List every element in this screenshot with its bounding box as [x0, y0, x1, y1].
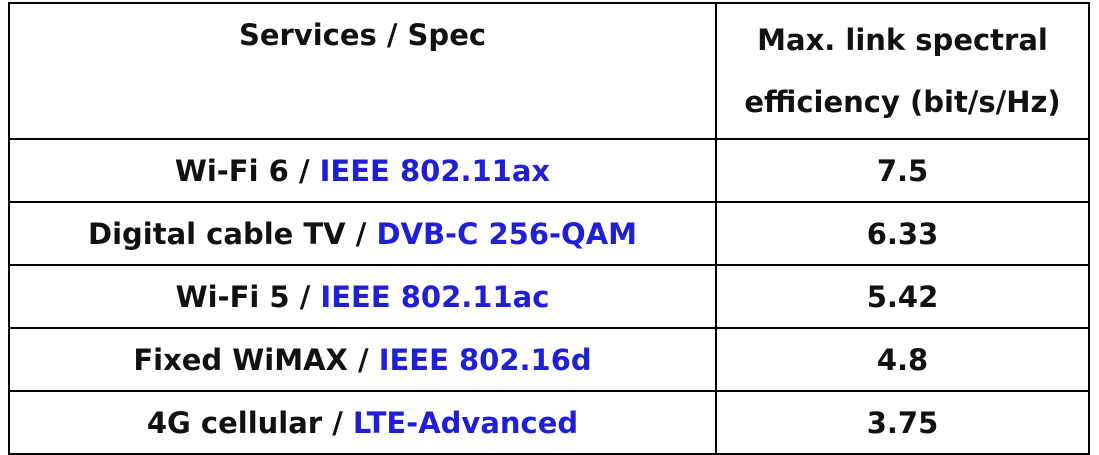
service-name: Wi-Fi 6 — [174, 153, 289, 188]
table-row: Wi-Fi 5 / IEEE 802.11ac 5.42 — [8, 264, 1090, 329]
header-max-efficiency-line1: Max. link spectral — [757, 23, 1048, 57]
header-max-efficiency-line2: efficiency (bit/s/Hz) — [744, 85, 1061, 119]
service-cell: Wi-Fi 6 / IEEE 802.11ax — [8, 138, 717, 203]
separator: / — [288, 153, 320, 188]
efficiency-value: 4.8 — [715, 327, 1090, 392]
table-row: Wi-Fi 6 / IEEE 802.11ax 7.5 — [8, 138, 1090, 203]
efficiency-value: 5.42 — [715, 264, 1090, 329]
table-row: Digital cable TV / DVB-C 256-QAM 6.33 — [8, 201, 1090, 266]
spectral-efficiency-table: Services / Spec Max. link spectral effic… — [8, 2, 1090, 455]
spec-name: IEEE 802.11ax — [319, 153, 551, 188]
efficiency-value: 7.5 — [715, 138, 1090, 203]
separator: / — [345, 216, 377, 251]
spec-name: IEEE 802.11ac — [320, 279, 550, 314]
service-cell: Fixed WiMAX / IEEE 802.16d — [8, 327, 717, 392]
separator: / — [322, 405, 353, 440]
separator: / — [347, 342, 379, 377]
service-name: 4G cellular — [146, 405, 323, 440]
table-row: Fixed WiMAX / IEEE 802.16d 4.8 — [8, 327, 1090, 392]
service-name: Fixed WiMAX — [133, 342, 348, 377]
efficiency-value: 3.75 — [715, 390, 1090, 455]
spec-name: DVB-C 256-QAM — [376, 216, 637, 251]
header-services-spec: Services / Spec — [8, 2, 717, 140]
table-row: 4G cellular / LTE-Advanced 3.75 — [8, 390, 1090, 455]
service-cell: Wi-Fi 5 / IEEE 802.11ac — [8, 264, 717, 329]
spec-name: IEEE 802.16d — [378, 342, 592, 377]
separator: / — [289, 279, 321, 314]
service-cell: Digital cable TV / DVB-C 256-QAM — [8, 201, 717, 266]
spec-name: LTE-Advanced — [352, 405, 579, 440]
efficiency-value: 6.33 — [715, 201, 1090, 266]
service-name: Digital cable TV — [88, 216, 346, 251]
service-cell: 4G cellular / LTE-Advanced — [8, 390, 717, 455]
service-name: Wi-Fi 5 — [175, 279, 290, 314]
header-max-efficiency: Max. link spectral efficiency (bit/s/Hz) — [715, 2, 1090, 140]
header-row: Services / Spec Max. link spectral effic… — [8, 2, 1090, 140]
